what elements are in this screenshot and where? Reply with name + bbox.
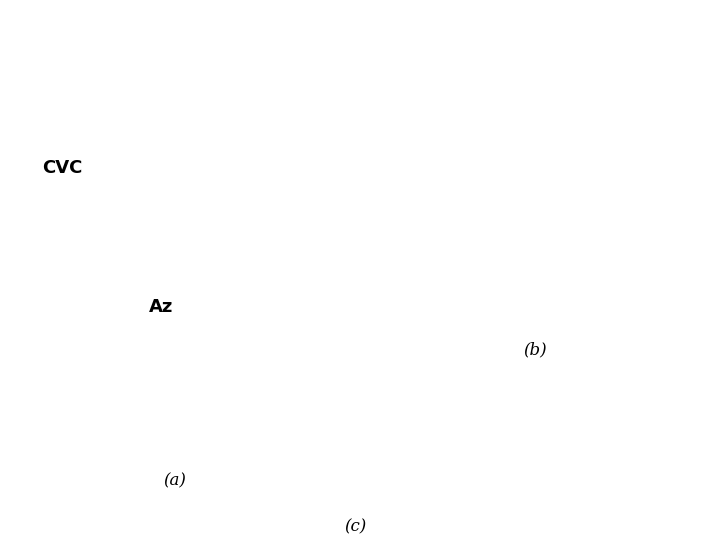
Text: (b): (b) bbox=[523, 341, 547, 358]
Text: Az: Az bbox=[149, 298, 173, 316]
Text: CVC: CVC bbox=[43, 159, 83, 177]
Text: (c): (c) bbox=[344, 518, 367, 535]
Text: (a): (a) bbox=[164, 473, 187, 490]
